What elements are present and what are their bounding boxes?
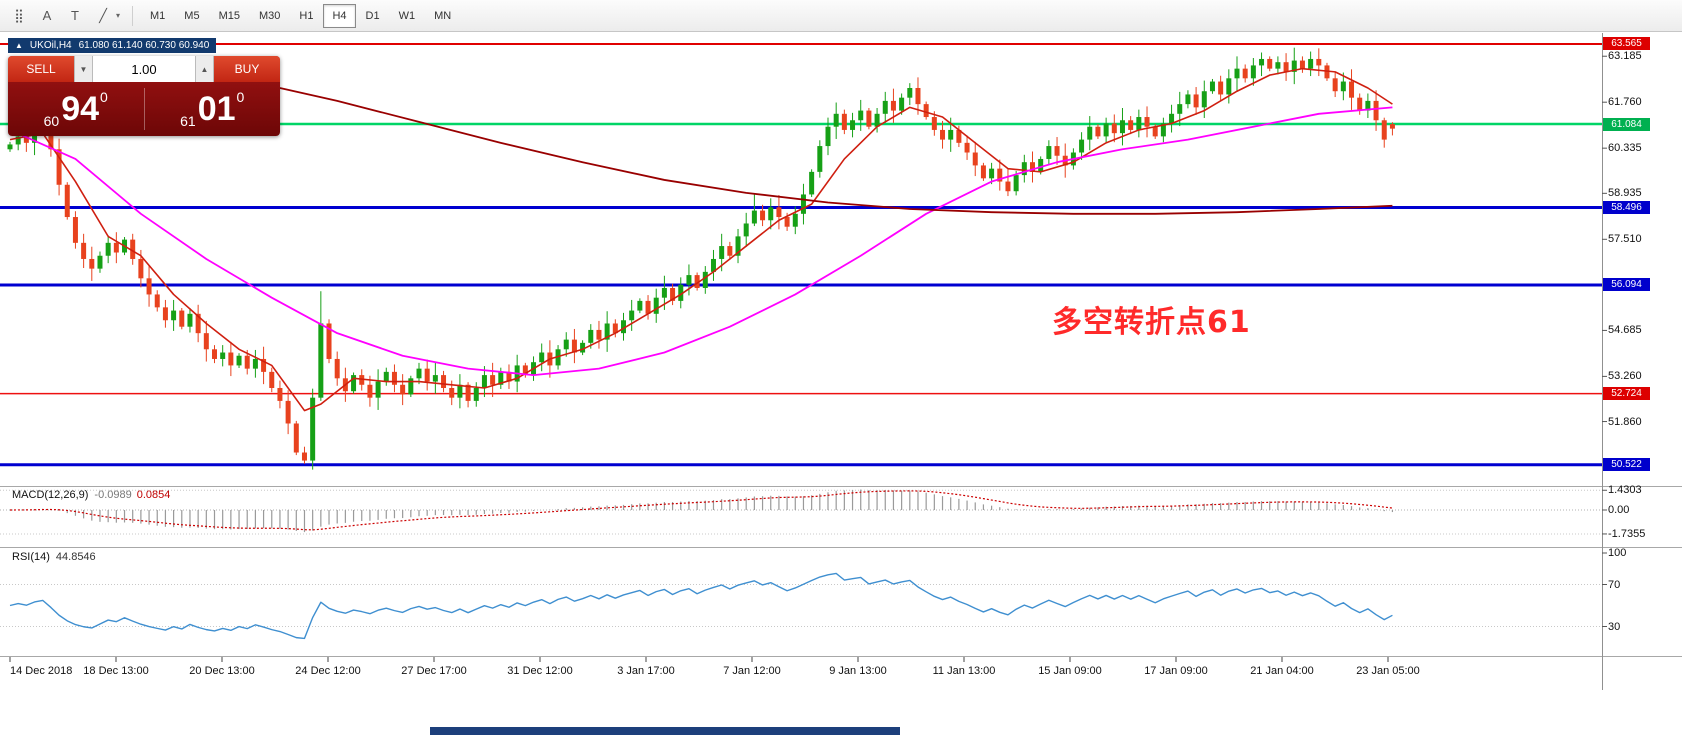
buy-price-display[interactable]: 61 01 0 xyxy=(145,82,281,136)
rsi-axis-label: 30 xyxy=(1608,620,1621,633)
price-level-label: 50.522 xyxy=(1603,458,1650,472)
price-tick-label: 58.935 xyxy=(1608,187,1642,200)
price-tick-label: 57.510 xyxy=(1608,233,1642,246)
macd-axis-label: -1.7355 xyxy=(1608,527,1646,540)
caret-down-icon[interactable]: ▾ xyxy=(116,11,121,20)
symbol-period-label: UKOil,H4 xyxy=(29,40,72,51)
time-tick-label: 24 Dec 12:00 xyxy=(295,665,361,677)
tf-button-m15[interactable]: M15 xyxy=(218,9,240,22)
time-tick-label: 23 Jan 05:00 xyxy=(1356,665,1420,677)
caret-up-icon: ▲ xyxy=(200,64,209,74)
text-label-icon[interactable]: T xyxy=(71,8,79,23)
time-tick-label: 31 Dec 12:00 xyxy=(507,665,573,677)
buy-button[interactable]: BUY xyxy=(214,56,280,82)
macd-axis-label: 1.4303 xyxy=(1608,484,1642,497)
price-level-label: 61.084 xyxy=(1603,117,1650,131)
time-tick-label: 15 Jan 09:00 xyxy=(1038,665,1102,677)
tf-button-mn[interactable]: MN xyxy=(434,9,452,22)
tf-button-h4[interactable]: H4 xyxy=(323,3,356,28)
tf-button-w1[interactable]: W1 xyxy=(398,9,416,22)
draw-lines-icon[interactable]: ╱ xyxy=(99,7,107,23)
tf-button-h1[interactable]: H1 xyxy=(299,9,314,22)
sell-price-big: 94 xyxy=(61,90,100,128)
one-click-trading-panel: SELL ▼ ▲ BUY 60 94 0 61 01 0 xyxy=(8,56,280,136)
macd-signal-value: 0.0854 xyxy=(136,489,171,501)
rsi-value: 44.8546 xyxy=(55,551,96,563)
price-tick-label: 53.260 xyxy=(1608,370,1642,383)
macd-name: MACD(12,26,9) xyxy=(12,489,89,501)
time-tick-label: 9 Jan 13:00 xyxy=(829,665,887,677)
time-tick-label: 11 Jan 13:00 xyxy=(932,665,996,677)
snap-grid-icon[interactable]: ⣿ xyxy=(14,7,24,23)
time-tick-label: 18 Dec 13:00 xyxy=(83,665,149,677)
volume-input[interactable] xyxy=(93,56,195,82)
price-level-label: 58.496 xyxy=(1603,200,1650,214)
timeframe-button-group: M1 M5 M15 M30 H1 H4 D1 W1 MN xyxy=(141,3,461,28)
volume-increase-button[interactable]: ▲ xyxy=(195,56,214,82)
tf-button-m30[interactable]: M30 xyxy=(258,9,281,22)
text-cursor-icon[interactable]: A xyxy=(42,8,52,23)
tf-button-m5[interactable]: M5 xyxy=(184,9,200,22)
time-tick-label: 3 Jan 17:00 xyxy=(617,665,675,677)
time-tick-label: 21 Jan 04:00 xyxy=(1250,665,1314,677)
rsi-name: RSI(14) xyxy=(12,551,50,563)
buy-price-big: 01 xyxy=(197,90,236,128)
sell-price-display[interactable]: 60 94 0 xyxy=(8,82,144,136)
time-tick-label: 27 Dec 17:00 xyxy=(401,665,467,677)
price-tick-label: 54.685 xyxy=(1608,324,1642,337)
buy-price-handle: 61 xyxy=(180,113,196,129)
sell-button[interactable]: SELL xyxy=(8,56,74,82)
buy-price-pip: 0 xyxy=(236,89,245,105)
price-tick-label: 60.335 xyxy=(1608,142,1642,155)
macd-label: MACD(12,26,9) -0.0989 0.0854 xyxy=(12,489,170,501)
time-tick-label: 17 Jan 09:00 xyxy=(1144,665,1208,677)
ohlc-values: 61.080 61.140 60.730 60.940 xyxy=(78,40,210,51)
price-level-label: 63.565 xyxy=(1603,37,1650,51)
macd-axis-label: 0.00 xyxy=(1608,504,1630,516)
main-toolbar: ⣿ A T ╱ ▾ M1 M5 M15 M30 H1 H4 D1 W1 MN xyxy=(0,0,1682,32)
chart-title-bar: ▲ UKOil,H4 61.080 61.140 60.730 60.940 xyxy=(8,38,217,53)
collapse-panel-icon[interactable]: ▲ xyxy=(15,41,23,50)
price-tick-label: 51.860 xyxy=(1608,415,1642,428)
tf-button-d1[interactable]: D1 xyxy=(365,9,380,22)
sell-price-pip: 0 xyxy=(100,89,108,105)
rsi-label: RSI(14) 44.8546 xyxy=(12,551,96,563)
price-tick-label: 61.760 xyxy=(1608,96,1642,109)
price-level-label: 52.724 xyxy=(1603,387,1650,401)
macd-main-value: -0.0989 xyxy=(94,489,132,501)
volume-decrease-button[interactable]: ▼ xyxy=(74,56,93,82)
tf-button-m1[interactable]: M1 xyxy=(150,9,166,22)
taskbar-fragment xyxy=(430,727,900,735)
price-level-label: 56.094 xyxy=(1603,278,1650,292)
time-tick-label: 14 Dec 2018 xyxy=(10,665,73,677)
price-divider xyxy=(143,88,145,130)
time-tick-label: 20 Dec 13:00 xyxy=(189,665,255,677)
chart-text-annotation: 多空转折点61 xyxy=(1052,305,1251,340)
caret-down-icon: ▼ xyxy=(79,64,88,74)
rsi-axis-label: 100 xyxy=(1608,547,1627,559)
toolbar-separator xyxy=(132,5,134,26)
price-tick-label: 63.185 xyxy=(1608,50,1642,63)
sell-price-handle: 60 xyxy=(43,113,60,129)
rsi-axis-label: 70 xyxy=(1608,578,1621,591)
time-tick-label: 7 Jan 12:00 xyxy=(723,665,781,677)
